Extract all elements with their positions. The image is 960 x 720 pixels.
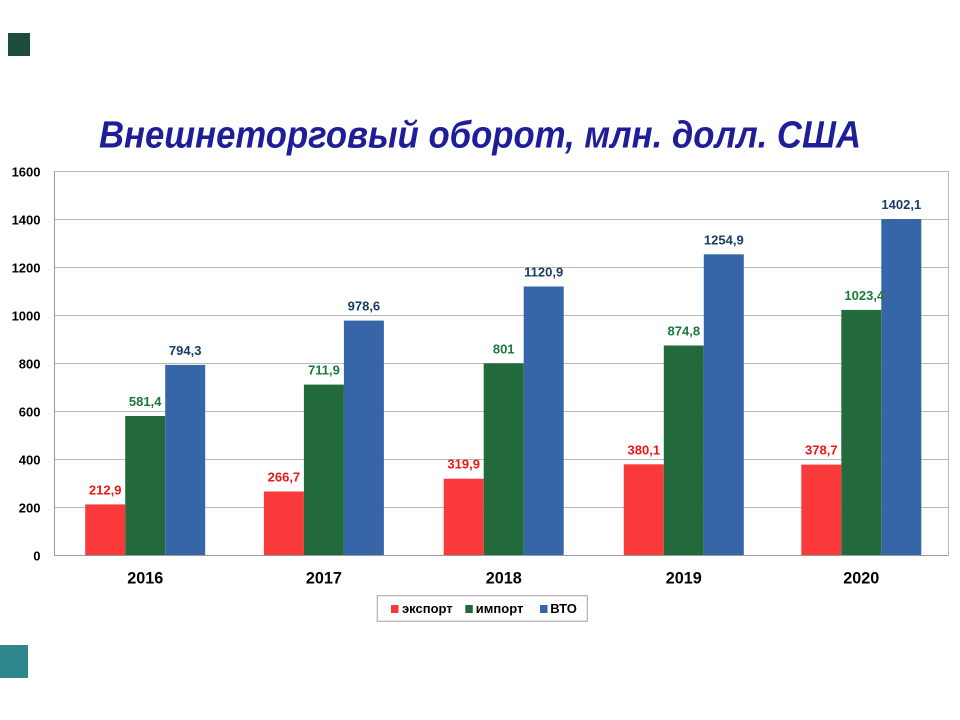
- svg-text:ВТО: ВТО: [550, 601, 577, 616]
- svg-text:2016: 2016: [127, 570, 163, 588]
- svg-text:Внешнеторговый оборот, млн. до: Внешнеторговый оборот, млн. долл. США: [99, 115, 861, 157]
- svg-text:1402,1: 1402,1: [881, 197, 921, 212]
- svg-text:1254,9: 1254,9: [704, 232, 744, 247]
- svg-text:2020: 2020: [843, 570, 879, 588]
- svg-text:1120,9: 1120,9: [524, 265, 563, 280]
- svg-text:794,3: 794,3: [169, 343, 202, 358]
- svg-text:2018: 2018: [486, 570, 522, 588]
- svg-text:экспорт: экспорт: [402, 601, 453, 616]
- svg-text:1023,4: 1023,4: [844, 288, 885, 303]
- svg-text:1000: 1000: [12, 309, 41, 324]
- svg-text:874,8: 874,8: [668, 324, 701, 339]
- svg-text:800: 800: [19, 357, 41, 372]
- svg-text:0: 0: [33, 549, 40, 564]
- svg-text:400: 400: [19, 453, 41, 468]
- svg-text:581,4: 581,4: [129, 394, 162, 409]
- svg-text:380,1: 380,1: [628, 442, 661, 457]
- svg-text:2017: 2017: [306, 570, 342, 588]
- svg-text:319,9: 319,9: [447, 457, 480, 472]
- svg-text:200: 200: [19, 501, 41, 516]
- svg-text:600: 600: [19, 405, 41, 420]
- svg-text:266,7: 266,7: [268, 470, 301, 485]
- svg-text:1600: 1600: [12, 165, 41, 180]
- svg-text:978,6: 978,6: [348, 299, 381, 314]
- svg-text:212,9: 212,9: [89, 482, 122, 497]
- svg-text:378,7: 378,7: [805, 443, 838, 458]
- svg-text:801: 801: [493, 341, 515, 356]
- svg-text:1400: 1400: [12, 213, 41, 228]
- svg-text:1200: 1200: [12, 261, 41, 276]
- svg-text:711,9: 711,9: [308, 363, 340, 378]
- svg-text:2019: 2019: [666, 570, 702, 588]
- svg-text:импорт: импорт: [476, 601, 524, 616]
